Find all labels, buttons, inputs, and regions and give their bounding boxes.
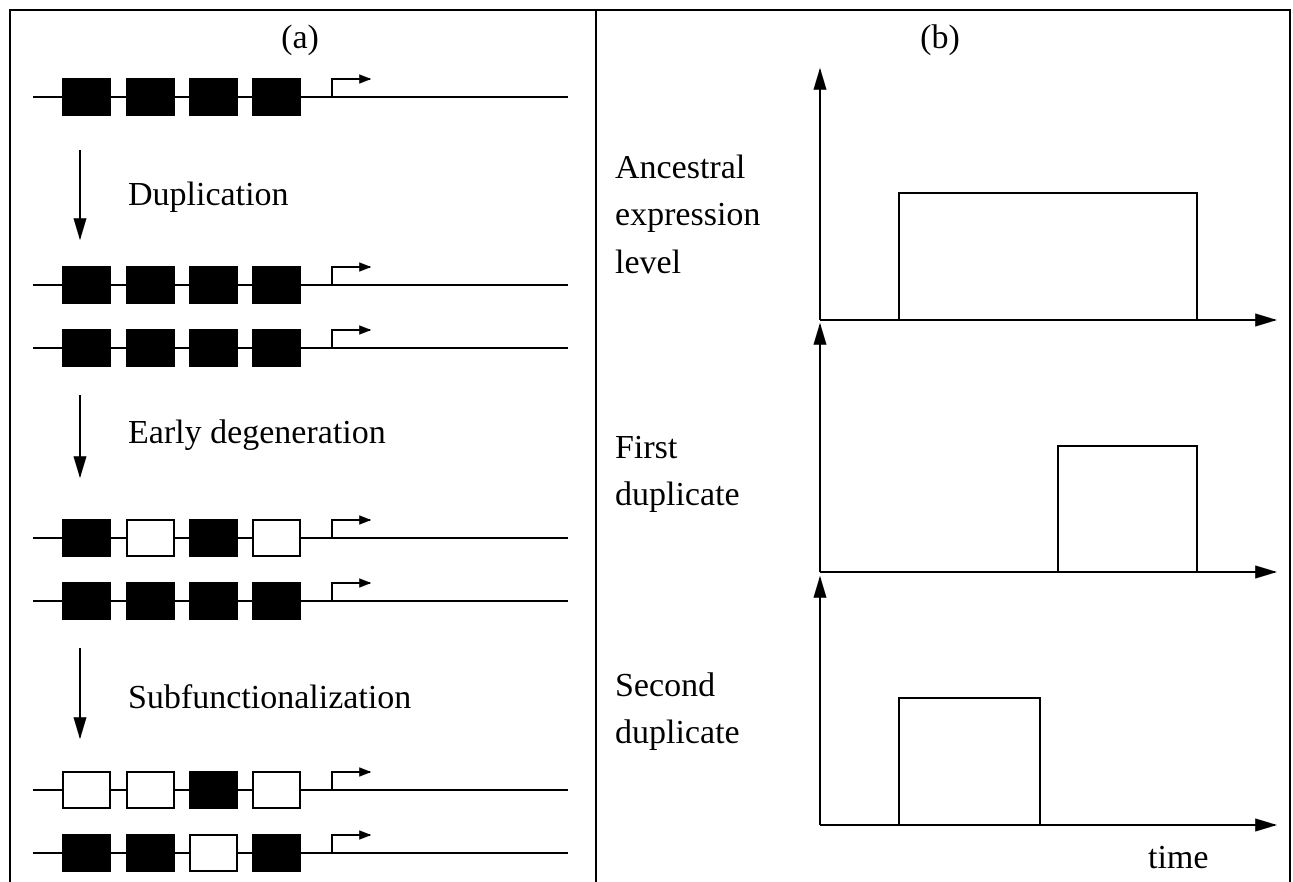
plot-label: First (615, 429, 678, 466)
regulatory-element (189, 834, 238, 872)
regulatory-element (126, 771, 175, 809)
plot-label: Ancestral (615, 149, 745, 186)
plot-label: Second (615, 667, 715, 704)
regulatory-element (252, 329, 301, 367)
regulatory-element (126, 582, 175, 620)
step-label: Early degeneration (128, 414, 386, 451)
regulatory-element (252, 834, 301, 872)
regulatory-element (62, 78, 111, 116)
promoter-arrow (331, 767, 372, 790)
regulatory-element (252, 266, 301, 304)
expression-pulse (898, 192, 1198, 320)
regulatory-element (252, 78, 301, 116)
regulatory-element (62, 266, 111, 304)
plot-label: duplicate (615, 476, 740, 513)
regulatory-element (126, 834, 175, 872)
regulatory-element (189, 329, 238, 367)
regulatory-element (126, 78, 175, 116)
regulatory-element (252, 582, 301, 620)
expression-pulse (898, 697, 1041, 825)
regulatory-element (62, 771, 111, 809)
promoter-arrow (331, 262, 372, 285)
promoter-arrow (331, 578, 372, 601)
regulatory-element (252, 771, 301, 809)
regulatory-element (126, 266, 175, 304)
regulatory-element (189, 78, 238, 116)
panel-label: (b) (920, 19, 960, 56)
regulatory-element (189, 771, 238, 809)
regulatory-element (189, 582, 238, 620)
plot-label: duplicate (615, 714, 740, 751)
promoter-arrow (331, 830, 372, 853)
regulatory-element (62, 519, 111, 557)
step-label: Subfunctionalization (128, 679, 411, 716)
regulatory-element (252, 519, 301, 557)
regulatory-element (62, 329, 111, 367)
plot-label: level (615, 244, 681, 281)
regulatory-element (62, 582, 111, 620)
promoter-arrow (331, 515, 372, 538)
regulatory-element (126, 519, 175, 557)
regulatory-element (189, 519, 238, 557)
regulatory-element (126, 329, 175, 367)
expression-pulse (1057, 445, 1198, 572)
regulatory-element (189, 266, 238, 304)
x-axis-label: time (1148, 839, 1208, 876)
promoter-arrow (331, 325, 372, 348)
frame (9, 9, 1291, 882)
plot-label: expression (615, 196, 760, 233)
regulatory-element (62, 834, 111, 872)
gene-rows (33, 74, 568, 872)
panel-label: (a) (281, 19, 319, 56)
step-label: Duplication (128, 176, 289, 213)
promoter-arrow (331, 74, 372, 97)
